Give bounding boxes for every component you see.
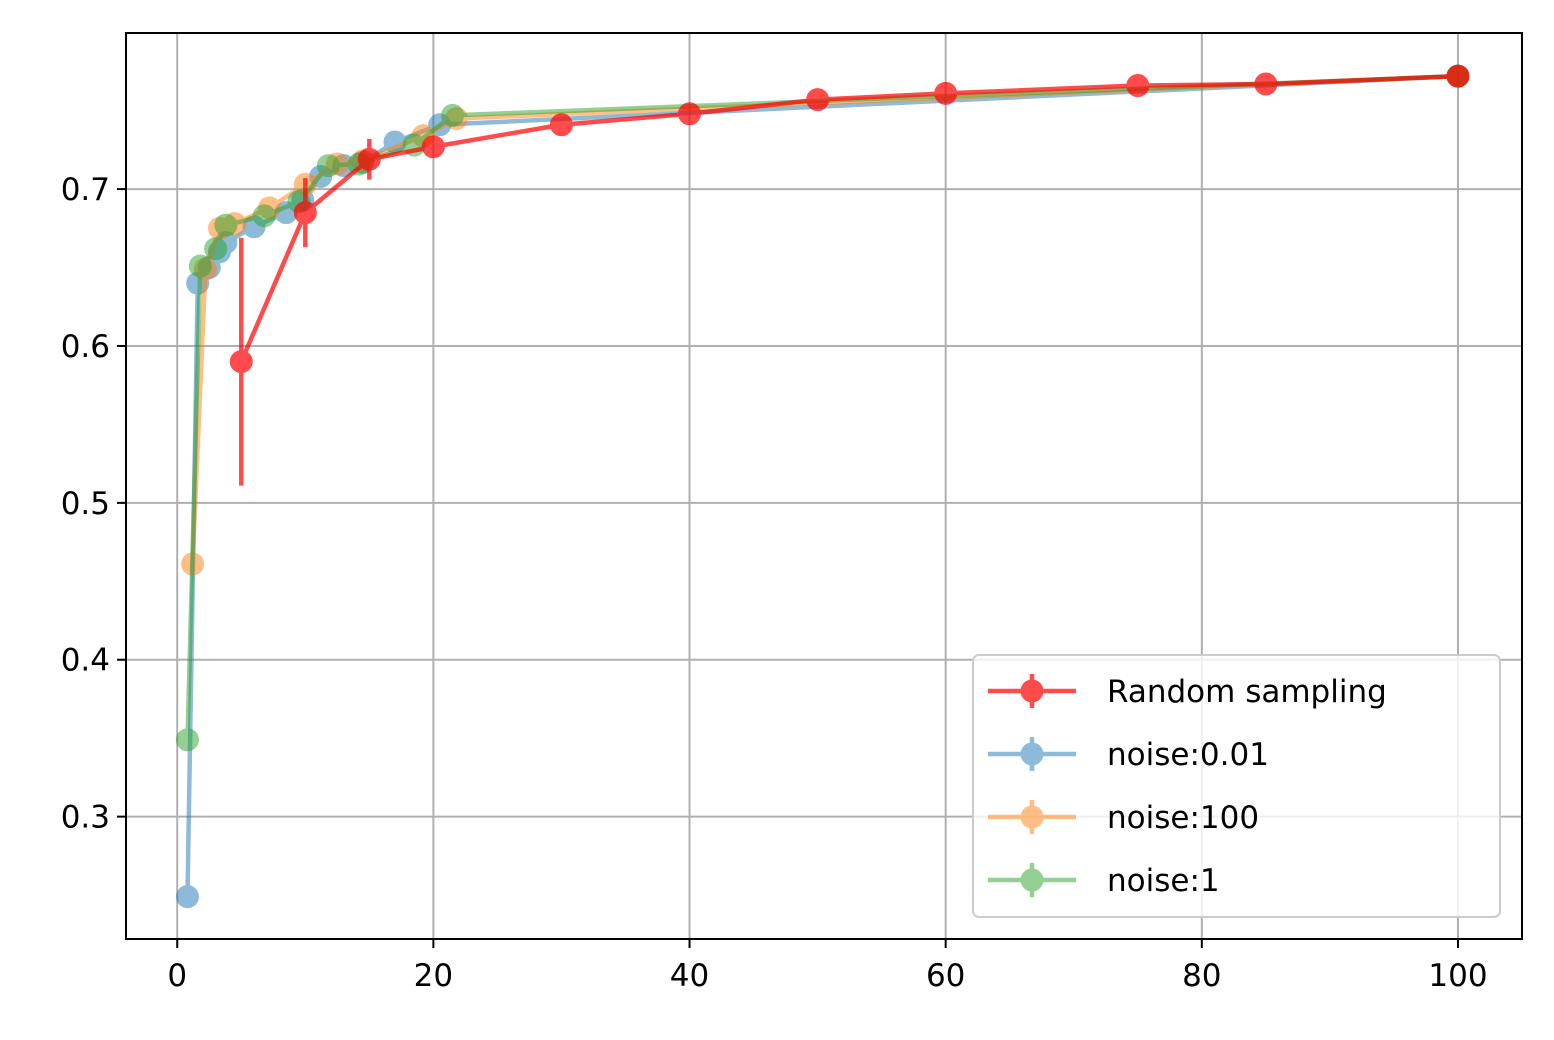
legend-handle: [988, 674, 1076, 708]
x-tick-label: 60: [926, 958, 965, 994]
x-axis: 0 20 40 60 80 100: [167, 939, 1488, 994]
grid: [126, 33, 1522, 939]
x-tick-label: 100: [1428, 958, 1487, 994]
x-tick-label: 20: [414, 958, 453, 994]
x-tick-label: 0: [167, 958, 187, 994]
data-point: [229, 350, 253, 374]
legend-label: Random sampling: [1107, 674, 1387, 710]
legend-label: noise:0.01: [1107, 737, 1269, 773]
data-point: [316, 154, 340, 178]
data-point: [421, 135, 445, 159]
y-tick-label: 0.5: [61, 486, 110, 522]
x-tick-label: 80: [1182, 958, 1221, 994]
y-tick-label: 0.6: [61, 329, 110, 365]
legend: Random sampling noise:0.01 noise:100 noise:…: [972, 654, 1501, 918]
data-point: [188, 254, 212, 278]
data-point: [175, 885, 199, 909]
legend-handle: [988, 737, 1076, 771]
data-point: [204, 237, 228, 261]
data-point: [1446, 64, 1470, 88]
legend-label: noise:100: [1107, 800, 1259, 836]
data-point: [1254, 72, 1278, 96]
y-axis: 0.3 0.4 0.5 0.6 0.7: [61, 172, 126, 836]
data-point: [293, 201, 317, 225]
data-point: [441, 103, 465, 127]
data-point: [806, 88, 830, 112]
y-tick-label: 0.7: [61, 172, 110, 208]
y-tick-label: 0.3: [61, 800, 110, 836]
legend-label: noise:1: [1107, 863, 1220, 899]
legend-marker: [1020, 805, 1044, 829]
legend-marker: [1020, 679, 1044, 703]
data-point: [357, 147, 381, 171]
plot-area: [175, 64, 1470, 909]
data-point: [549, 113, 573, 137]
data-point: [678, 102, 702, 126]
x-tick-label: 40: [670, 958, 709, 994]
legend-marker: [1020, 742, 1044, 766]
data-point: [252, 204, 276, 228]
data-point: [214, 213, 238, 237]
legend-box: [972, 654, 1501, 918]
y-tick-label: 0.4: [61, 643, 110, 679]
legend-marker: [1020, 868, 1044, 892]
axes-frame: [125, 32, 1523, 940]
data-point: [1126, 74, 1150, 98]
legend-handle: [988, 863, 1076, 897]
data-point: [175, 728, 199, 752]
data-point: [934, 81, 958, 105]
legend-handle: [988, 800, 1076, 834]
series-random-sampling: [229, 64, 1470, 486]
